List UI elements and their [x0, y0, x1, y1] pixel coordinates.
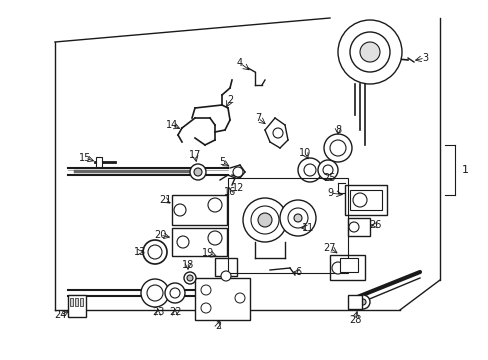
Circle shape	[147, 285, 163, 301]
Text: 4: 4	[237, 58, 243, 68]
Bar	[70, 298, 73, 306]
Circle shape	[280, 200, 315, 236]
Circle shape	[331, 262, 343, 274]
Circle shape	[174, 204, 185, 216]
Circle shape	[250, 206, 279, 234]
Bar	[68, 295, 86, 317]
Text: 15: 15	[79, 153, 91, 163]
Text: 14: 14	[165, 120, 178, 130]
Text: 2: 2	[226, 95, 233, 105]
Circle shape	[201, 303, 210, 313]
Circle shape	[293, 214, 302, 222]
Text: 18: 18	[182, 260, 194, 270]
Text: 3: 3	[421, 53, 427, 63]
Bar	[195, 278, 249, 320]
Text: 5: 5	[219, 157, 224, 167]
Circle shape	[207, 198, 222, 212]
Text: 11: 11	[301, 223, 313, 233]
Bar	[172, 228, 226, 256]
Circle shape	[337, 20, 401, 84]
Text: 1: 1	[461, 165, 468, 175]
Circle shape	[194, 168, 202, 176]
Text: 19: 19	[202, 248, 214, 258]
Text: 24: 24	[54, 310, 66, 320]
Circle shape	[243, 198, 286, 242]
Circle shape	[148, 245, 162, 259]
Circle shape	[329, 140, 346, 156]
Circle shape	[272, 128, 283, 138]
Circle shape	[352, 193, 366, 207]
Bar	[96, 157, 102, 167]
Text: 12: 12	[231, 183, 244, 193]
Circle shape	[221, 271, 230, 281]
Circle shape	[348, 222, 358, 232]
Bar	[339, 258, 357, 272]
Text: 20: 20	[154, 230, 166, 240]
Text: 13: 13	[134, 247, 146, 257]
Circle shape	[232, 167, 243, 177]
Circle shape	[186, 275, 193, 281]
Bar	[347, 295, 361, 309]
Text: 27: 27	[323, 243, 336, 253]
Circle shape	[349, 32, 389, 72]
Circle shape	[324, 134, 351, 162]
Bar	[227, 178, 347, 273]
Bar	[215, 258, 237, 276]
Circle shape	[207, 231, 222, 245]
Circle shape	[317, 160, 337, 180]
Text: 26: 26	[368, 220, 381, 230]
Text: 2: 2	[214, 321, 221, 331]
Bar	[172, 195, 226, 225]
Circle shape	[190, 164, 205, 180]
Text: 22: 22	[168, 307, 181, 317]
Bar	[80, 298, 83, 306]
Circle shape	[355, 295, 369, 309]
Bar	[347, 218, 369, 236]
Circle shape	[177, 236, 189, 248]
Circle shape	[141, 279, 169, 307]
Bar	[349, 190, 381, 210]
Text: 16: 16	[224, 187, 236, 197]
Text: 23: 23	[151, 307, 164, 317]
Circle shape	[304, 164, 315, 176]
Text: 25: 25	[323, 173, 336, 183]
Circle shape	[170, 288, 180, 298]
Circle shape	[287, 208, 307, 228]
Circle shape	[323, 165, 332, 175]
Circle shape	[359, 42, 379, 62]
Bar	[345, 185, 386, 215]
Circle shape	[359, 299, 365, 305]
Text: 7: 7	[254, 113, 261, 123]
Bar	[329, 255, 364, 280]
Circle shape	[297, 158, 321, 182]
Text: 17: 17	[188, 150, 201, 160]
Bar	[75, 298, 78, 306]
Circle shape	[183, 272, 196, 284]
Circle shape	[142, 240, 167, 264]
Circle shape	[164, 283, 184, 303]
Circle shape	[201, 285, 210, 295]
Circle shape	[258, 213, 271, 227]
Text: 28: 28	[348, 315, 361, 325]
Circle shape	[235, 293, 244, 303]
Text: 9: 9	[326, 188, 332, 198]
Text: 8: 8	[334, 125, 340, 135]
Text: 21: 21	[159, 195, 171, 205]
Text: 6: 6	[294, 267, 301, 277]
Text: 10: 10	[298, 148, 310, 158]
